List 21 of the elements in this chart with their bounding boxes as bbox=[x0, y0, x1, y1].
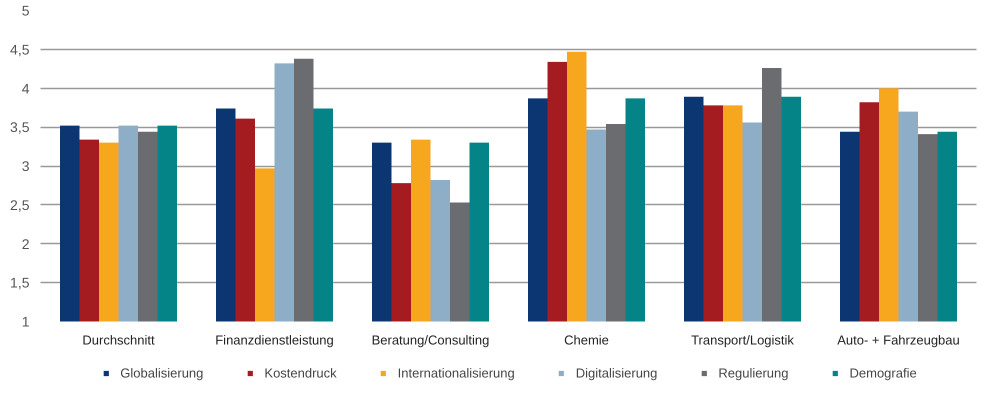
x-tick-label: Beratung/Consulting bbox=[372, 332, 490, 348]
legend-label: Demografie bbox=[850, 365, 917, 380]
x-tick-label: Durchschnitt bbox=[82, 332, 156, 348]
y-tick-label: 2 bbox=[22, 236, 30, 252]
legend-label: Internationalisierung bbox=[398, 365, 515, 380]
legend-label: Digitalisierung bbox=[576, 365, 658, 380]
x-tick-label: Chemie bbox=[564, 332, 609, 348]
y-tick-label: 4 bbox=[22, 80, 30, 96]
y-tick-label: 5 bbox=[22, 2, 30, 18]
legend-label: Kostendruck bbox=[264, 365, 337, 380]
x-tick-label: Auto- + Fahrzeugbau bbox=[837, 332, 960, 348]
y-tick-label: 1,5 bbox=[10, 274, 30, 291]
y-tick-label: 3,5 bbox=[10, 119, 30, 136]
y-tick-label: 1 bbox=[22, 314, 30, 330]
legend-label: Globalisierung bbox=[120, 365, 204, 380]
y-tick-label: 2,5 bbox=[10, 196, 30, 213]
y-tick-label: 3 bbox=[22, 158, 30, 174]
legend-label: Regulierung bbox=[718, 365, 789, 380]
x-tick-label: Transport/Logistik bbox=[691, 332, 794, 348]
x-tick-label: Finanzdienstleistung bbox=[215, 332, 334, 348]
y-tick-label: 4,5 bbox=[10, 41, 30, 58]
